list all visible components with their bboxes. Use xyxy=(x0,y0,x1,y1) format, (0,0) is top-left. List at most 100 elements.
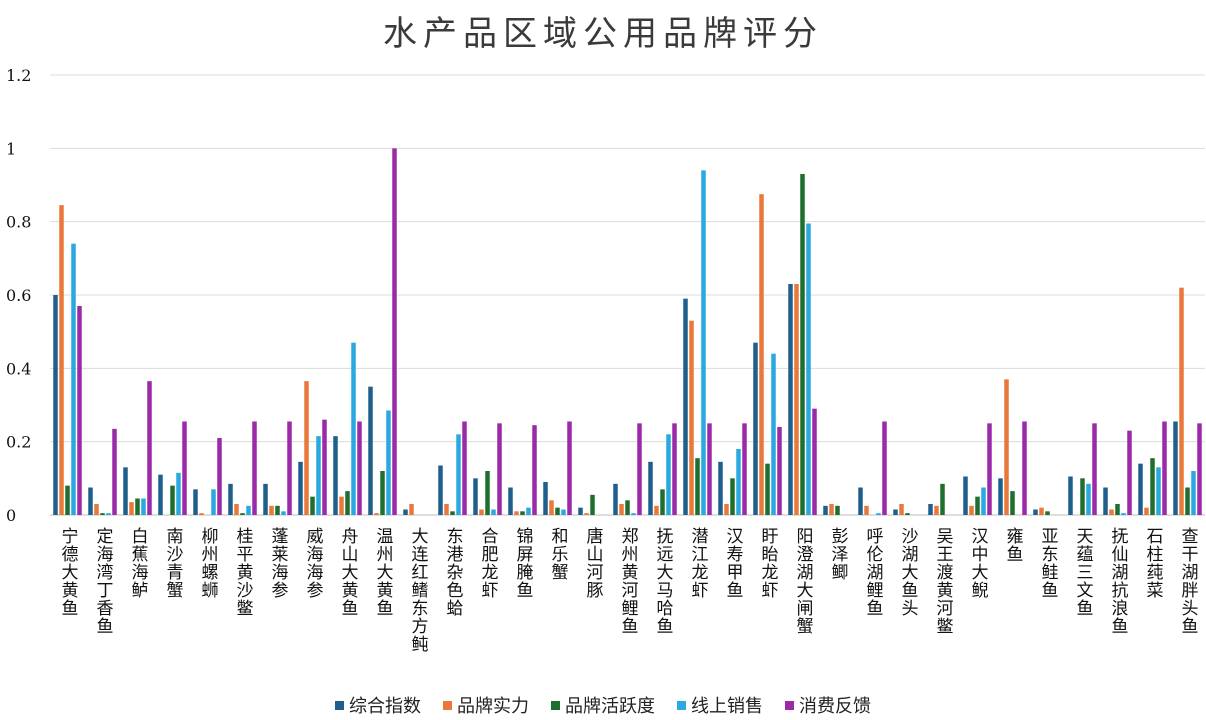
bar xyxy=(100,513,105,515)
x-tick-label: 抚远大马哈鱼 xyxy=(653,527,674,635)
bar xyxy=(374,513,379,515)
bar xyxy=(333,436,338,515)
bar xyxy=(304,381,309,515)
bar xyxy=(613,483,618,515)
bar xyxy=(316,436,321,515)
bar xyxy=(520,511,525,515)
bar xyxy=(1127,430,1132,515)
bars xyxy=(53,148,1202,516)
bar xyxy=(1004,379,1009,515)
bar xyxy=(1068,476,1073,515)
bar xyxy=(1156,467,1161,515)
bar xyxy=(526,507,531,515)
bar xyxy=(858,487,863,515)
bar xyxy=(736,449,741,515)
bar xyxy=(479,509,484,515)
bar xyxy=(882,421,887,515)
bar xyxy=(683,298,688,515)
bar xyxy=(1039,507,1044,515)
bar xyxy=(1080,478,1085,515)
x-tick-label: 大连红鳍东方鲀 xyxy=(408,527,429,653)
bar xyxy=(730,478,735,515)
bar xyxy=(928,504,933,515)
x-tick-label: 柳州螺蛳 xyxy=(198,527,219,599)
bar xyxy=(1045,511,1050,515)
legend-swatch xyxy=(551,700,560,710)
legend-swatch xyxy=(335,700,344,710)
x-tick-label: 定海湾丁香鱼 xyxy=(93,527,114,635)
bar xyxy=(112,428,117,515)
bar xyxy=(660,489,665,515)
bar xyxy=(322,419,327,515)
legend-label: 品牌实力 xyxy=(457,696,529,717)
bar xyxy=(1092,423,1097,515)
bar xyxy=(590,494,595,515)
y-tick-label: 0 xyxy=(6,506,16,525)
bar xyxy=(199,513,204,515)
bar xyxy=(578,507,583,515)
bar xyxy=(829,504,834,515)
bar xyxy=(742,423,747,515)
bar xyxy=(666,434,671,515)
bar xyxy=(392,148,397,516)
bar xyxy=(1121,513,1126,515)
bar xyxy=(532,425,537,515)
bar xyxy=(357,421,362,515)
bar xyxy=(1185,487,1190,515)
bar xyxy=(170,485,175,515)
x-tick-label: 亚东鲑鱼 xyxy=(1038,527,1059,599)
bar xyxy=(88,487,93,515)
legend: 综合指数 品牌实力 品牌活跃度 线上销售 消费反馈 xyxy=(0,692,1206,718)
bar xyxy=(287,421,292,515)
bar xyxy=(1086,483,1091,515)
bar xyxy=(561,509,566,515)
bar xyxy=(514,511,519,515)
x-tick-label: 唐山河豚 xyxy=(583,526,604,599)
bar xyxy=(298,461,303,515)
bar xyxy=(129,502,134,515)
x-tick-label: 雍鱼 xyxy=(1003,527,1024,563)
bar xyxy=(135,498,140,515)
y-tick-label: 0.2 xyxy=(6,433,31,452)
x-tick-label: 东港杂色蛤 xyxy=(443,527,464,617)
bar xyxy=(462,421,467,515)
y-tick-label: 1.2 xyxy=(6,66,31,85)
bar xyxy=(707,423,712,515)
bar xyxy=(812,408,817,515)
bar xyxy=(1103,487,1108,515)
x-tick-label: 吴王渡黄河鳖 xyxy=(933,527,954,635)
bar xyxy=(567,421,572,515)
bar xyxy=(473,478,478,515)
bar xyxy=(211,489,216,515)
bar xyxy=(345,491,350,515)
x-tick-label: 合肥龙虾 xyxy=(478,527,499,599)
bar xyxy=(77,306,82,515)
bar xyxy=(1191,471,1196,515)
bar xyxy=(555,507,560,515)
legend-item: 综合指数 xyxy=(335,692,421,718)
x-tick-label: 郑州黄河鲤鱼 xyxy=(618,527,639,635)
bar xyxy=(409,504,414,515)
x-tick-label: 舟山大黄鱼 xyxy=(338,527,359,617)
bar xyxy=(788,284,793,515)
legend-swatch xyxy=(677,700,686,710)
bar xyxy=(724,504,729,515)
bar xyxy=(158,474,163,515)
bar xyxy=(246,505,251,515)
bar xyxy=(969,505,974,515)
x-tick-label: 锦屏腌鱼 xyxy=(513,527,534,599)
bar xyxy=(771,353,776,515)
x-tick-label: 查干湖胖头鱼 xyxy=(1178,527,1199,635)
bar xyxy=(701,170,706,516)
bar xyxy=(549,500,554,515)
bar xyxy=(351,342,356,515)
bar xyxy=(485,471,490,515)
x-tick-label: 温州大黄鱼 xyxy=(373,527,394,617)
bar xyxy=(310,496,315,515)
bar xyxy=(625,500,630,515)
x-tick-label: 阳澄湖大闸蟹 xyxy=(793,527,814,635)
bar xyxy=(823,505,828,515)
bar xyxy=(619,504,624,515)
bar xyxy=(631,513,636,515)
bar xyxy=(106,513,111,515)
